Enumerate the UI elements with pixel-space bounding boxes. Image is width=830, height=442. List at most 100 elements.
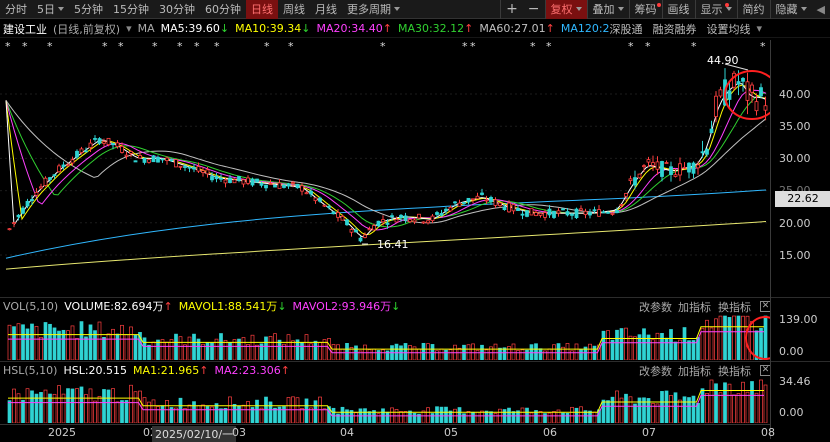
- candle-body: [372, 225, 376, 231]
- turnover-bar: [709, 379, 714, 423]
- volume-bar: [687, 340, 691, 360]
- candle-body: [34, 191, 39, 196]
- turnover-bar: [268, 401, 273, 423]
- turnover-bar: [300, 408, 304, 423]
- candle-body: [232, 179, 237, 184]
- volume-bar: [205, 342, 210, 360]
- volume-bar: [646, 334, 651, 360]
- link-ma-settings[interactable]: 设置均线: [706, 22, 751, 36]
- kline-chart[interactable]: [0, 52, 770, 296]
- candle-body: [601, 211, 606, 214]
- turnover-chart[interactable]: [0, 378, 770, 423]
- turnover-bar: [543, 413, 547, 423]
- candle-body: [142, 158, 147, 163]
- tab-5day[interactable]: 5日: [32, 0, 69, 19]
- candle-body: [268, 183, 273, 185]
- volume-bar: [493, 343, 498, 360]
- vol-change-param[interactable]: 改参数: [639, 301, 672, 314]
- hsl-change-param[interactable]: 改参数: [639, 365, 672, 378]
- star-icon: *: [177, 40, 183, 52]
- turnover-bar: [759, 379, 763, 423]
- link-hk-connect[interactable]: 深股通: [609, 22, 643, 36]
- candle-body: [12, 222, 16, 224]
- zoom-out-button[interactable]: −: [527, 0, 540, 17]
- volume-bar: [574, 343, 579, 360]
- hsl-swap-indicator[interactable]: 换指标: [718, 365, 751, 378]
- turnover-bar: [48, 393, 52, 423]
- turnover-bar: [7, 400, 12, 423]
- volume-bar: [489, 346, 493, 360]
- turnover-bar: [583, 410, 588, 423]
- candle-body: [16, 214, 21, 218]
- tab-15min[interactable]: 15分钟: [113, 2, 149, 16]
- candle-body: [538, 212, 543, 216]
- hsl-ma2-value: MA2:23.306: [214, 363, 281, 377]
- turnover-bar: [25, 388, 30, 423]
- turnover-bar: [489, 411, 493, 423]
- hide-button[interactable]: 隐藏: [769, 0, 812, 19]
- up-arrow-icon: ↑: [382, 22, 392, 35]
- turnover-bar: [66, 388, 70, 423]
- volume-bar: [678, 339, 682, 360]
- link-margin[interactable]: 融资融券: [652, 22, 697, 36]
- volume-bar: [642, 328, 646, 360]
- zoom-in-button[interactable]: +: [500, 0, 523, 19]
- volume-bar: [160, 339, 165, 360]
- star-icon: *: [462, 40, 468, 52]
- turnover-bar: [538, 411, 543, 423]
- turnover-bar: [426, 407, 430, 423]
- turnover-bar: [606, 400, 610, 423]
- volume-bar: [183, 344, 187, 360]
- candle-body: [610, 213, 615, 215]
- draw-line-button[interactable]: 画线: [661, 0, 695, 19]
- candle-body: [606, 211, 610, 214]
- volume-bar: [196, 338, 201, 360]
- period-toolbar: 分时 5日 5分钟 15分钟 30分钟 60分钟 日线 周线 月线 更多周期 +…: [0, 0, 830, 19]
- tab-weekly[interactable]: 周线: [283, 2, 305, 16]
- turnover-bar: [336, 413, 340, 423]
- tab-monthly[interactable]: 月线: [315, 2, 337, 16]
- tab-daily[interactable]: 日线: [246, 0, 278, 19]
- volume-bar: [282, 343, 286, 360]
- simple-button[interactable]: 简约: [736, 0, 770, 19]
- star-icon: *: [47, 40, 53, 52]
- candle-body: [165, 157, 169, 162]
- turnover-bar: [633, 403, 637, 423]
- tab-30min[interactable]: 30分钟: [159, 2, 195, 16]
- volume-bar: [241, 337, 246, 360]
- turnover-bar: [723, 382, 727, 423]
- volume-bar: [102, 337, 106, 360]
- candle-body: [205, 169, 210, 175]
- candle-body: [705, 149, 709, 155]
- turnover-bar: [273, 407, 277, 423]
- turnover-bar: [223, 408, 228, 423]
- candle-body: [223, 179, 228, 184]
- vol-add-indicator[interactable]: 加指标: [678, 301, 711, 314]
- tab-fenshi[interactable]: 分时: [5, 2, 27, 16]
- adjust-button[interactable]: 复权: [544, 0, 587, 19]
- turnover-bar: [205, 406, 210, 423]
- volume-bar: [21, 324, 25, 360]
- dropdown-icon[interactable]: ▾: [126, 22, 132, 35]
- chevron-down-icon[interactable]: ▾: [756, 22, 763, 35]
- collapse-icon[interactable]: ◀: [816, 2, 825, 16]
- volume-chart[interactable]: [0, 314, 770, 360]
- vol-swap-indicator[interactable]: 换指标: [718, 301, 751, 314]
- tab-more-periods[interactable]: 更多周期: [342, 0, 405, 19]
- highlight-circle: [745, 316, 770, 360]
- hsl-add-indicator[interactable]: 加指标: [678, 365, 711, 378]
- volume-bar: [610, 339, 615, 360]
- chips-button[interactable]: 筹码: [628, 0, 662, 19]
- star-icon: *: [102, 40, 108, 52]
- candle-body: [7, 228, 12, 231]
- tab-5min[interactable]: 5分钟: [74, 2, 103, 16]
- volume-bar: [394, 343, 399, 360]
- overlay-button[interactable]: 叠加: [586, 0, 629, 19]
- candle-body: [439, 213, 444, 216]
- volume-bar: [705, 319, 709, 360]
- candle-body: [430, 215, 435, 222]
- tab-60min[interactable]: 60分钟: [205, 2, 241, 16]
- display-button[interactable]: 显示: [694, 0, 737, 19]
- volume-bar: [516, 350, 520, 360]
- volume-bar: [588, 343, 592, 360]
